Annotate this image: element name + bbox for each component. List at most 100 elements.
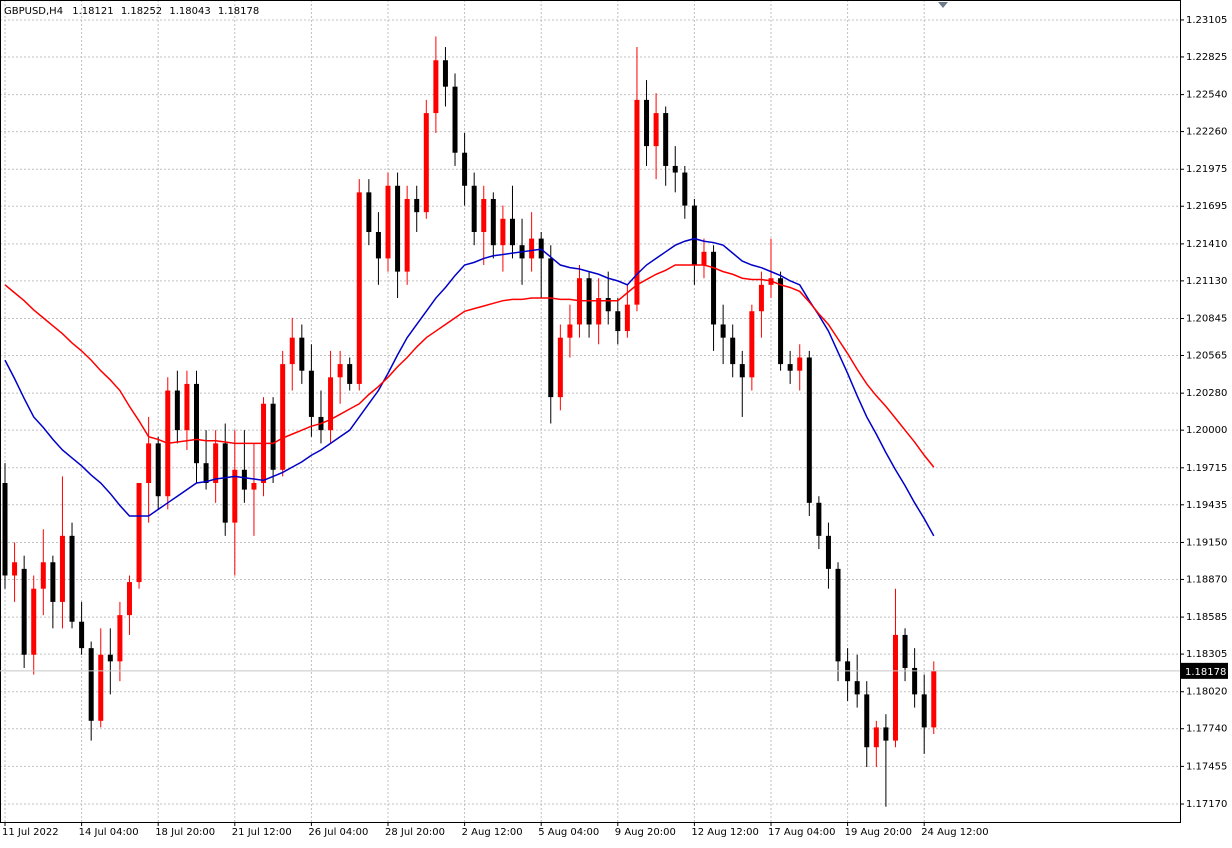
candle-body: [347, 364, 353, 384]
candle-body: [567, 324, 573, 338]
candle-body: [232, 469, 238, 523]
y-tick-label: 1.20845: [1186, 314, 1227, 325]
candle-body: [749, 311, 755, 378]
y-tick-label: 1.20280: [1186, 388, 1227, 399]
candle-body: [251, 483, 257, 490]
x-tick-label: 14 Jul 04:00: [79, 827, 139, 838]
candle-body: [423, 113, 429, 213]
x-tick-label: 18 Jul 20:00: [155, 827, 215, 838]
y-tick-label: 1.22540: [1186, 90, 1227, 101]
candle-body: [892, 634, 898, 741]
candle-body: [433, 60, 439, 114]
candle-body: [653, 113, 659, 147]
candle-body: [672, 165, 678, 173]
candle-body: [663, 113, 669, 166]
y-tick-label: 1.17455: [1186, 761, 1227, 772]
candle-body: [864, 694, 870, 748]
x-tick-label: 24 Aug 12:00: [921, 827, 988, 838]
candle-body: [596, 298, 602, 325]
candle-body: [921, 694, 927, 728]
candle-body: [883, 727, 889, 741]
candle-body: [873, 727, 879, 748]
candle-body: [509, 218, 515, 246]
candle-body: [50, 562, 56, 602]
candle-body: [816, 502, 822, 536]
candle-body: [462, 152, 468, 186]
candle-body: [136, 483, 142, 583]
candle-body: [280, 364, 286, 470]
x-tick-label: 5 Aug 04:00: [538, 827, 599, 838]
candle-body: [481, 198, 487, 232]
x-tick-label: 17 Aug 04:00: [768, 827, 835, 838]
y-tick-label: 1.18020: [1186, 687, 1227, 698]
candle-body: [471, 185, 477, 232]
candle-body: [59, 535, 65, 602]
candle-body: [931, 670, 937, 728]
candle-body: [701, 251, 707, 266]
candle-body: [289, 337, 295, 365]
candle-body: [605, 298, 611, 312]
moving-average-line: [4, 237, 935, 537]
y-tick-label: 1.19715: [1186, 463, 1227, 474]
last-price-box: [1181, 662, 1228, 679]
candle-body: [835, 568, 841, 662]
candle-body: [787, 364, 793, 371]
last-price-label: 1.18178: [1185, 667, 1226, 678]
candle-body: [184, 383, 190, 431]
y-tick-label: 1.21130: [1186, 276, 1227, 287]
candle-body: [299, 337, 305, 371]
candle-body: [730, 337, 736, 365]
candle-body: [854, 681, 860, 695]
chart-header: GBPUSD,H4 1.18121 1.18252 1.18043 1.1817…: [4, 6, 259, 17]
candle-body: [69, 535, 75, 622]
candle-body: [797, 357, 803, 371]
x-tick-label: 2 Aug 12:00: [462, 827, 523, 838]
candle-body: [222, 443, 228, 523]
candle-body: [21, 568, 27, 655]
candle-body: [825, 535, 831, 569]
header-close: 1.18178: [218, 6, 259, 17]
candle-body: [194, 383, 199, 464]
candle-body: [385, 185, 391, 259]
candle-body: [366, 192, 372, 232]
candle-body: [758, 284, 764, 312]
candle-body: [404, 198, 410, 272]
candle-body: [328, 377, 334, 431]
symbol: GBPUSD,H4: [4, 6, 63, 17]
y-tick-label: 1.19150: [1186, 537, 1227, 548]
shift-marker: [938, 2, 948, 8]
candle-body: [806, 357, 812, 503]
candle-body: [2, 483, 8, 576]
candle-body: [337, 364, 343, 378]
candle-body: [548, 258, 554, 398]
candle-body: [107, 654, 113, 662]
y-tick-label: 1.19435: [1186, 500, 1227, 511]
candle-body: [117, 615, 123, 662]
header-open: 1.18121: [72, 6, 113, 17]
plot-frame: [0, 0, 1181, 823]
x-tick-label: 11 Jul 2022: [2, 827, 59, 838]
y-tick-label: 1.23105: [1186, 15, 1227, 26]
candle-body: [442, 60, 448, 87]
candle-body: [395, 185, 401, 272]
candle-body: [375, 231, 381, 259]
candle-body: [414, 198, 420, 213]
x-tick-label: 21 Jul 12:00: [232, 827, 292, 838]
y-tick-label: 1.17170: [1186, 799, 1227, 810]
y-tick-label: 1.22825: [1186, 52, 1227, 63]
candle-body: [12, 562, 18, 576]
candle-body: [79, 621, 85, 649]
y-tick-label: 1.20000: [1186, 425, 1227, 436]
candle-body: [500, 218, 506, 246]
x-tick-label: 19 Aug 20:00: [845, 827, 912, 838]
y-tick-label: 1.21975: [1186, 164, 1227, 175]
header-high: 1.18252: [121, 6, 162, 17]
candle-body: [624, 304, 630, 332]
candle-body: [31, 588, 37, 655]
candle-body: [490, 198, 496, 246]
header-low: 1.18043: [169, 6, 210, 17]
candle-body: [557, 337, 563, 398]
y-tick-label: 1.18870: [1186, 574, 1227, 585]
